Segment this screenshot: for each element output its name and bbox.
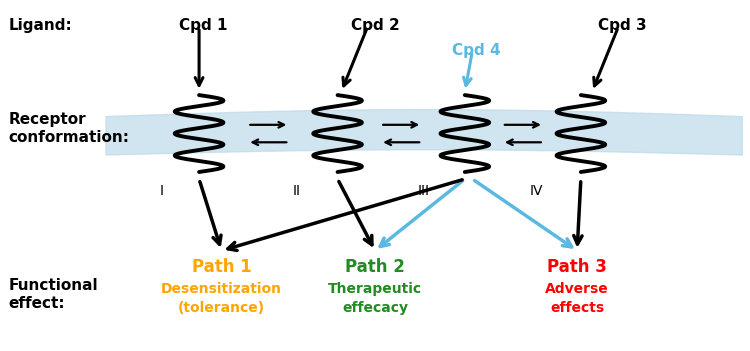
Text: Cpd 2: Cpd 2: [350, 18, 399, 33]
Text: Functional
effect:: Functional effect:: [8, 278, 98, 311]
Text: Therapeutic
effecacy: Therapeutic effecacy: [328, 282, 422, 314]
Text: IV: IV: [530, 184, 543, 198]
Text: Path 2: Path 2: [345, 258, 405, 276]
Text: III: III: [418, 184, 430, 198]
Text: Receptor
conformation:: Receptor conformation:: [8, 112, 129, 145]
Text: Adverse
effects: Adverse effects: [545, 282, 609, 314]
Text: II: II: [292, 184, 301, 198]
Text: Path 3: Path 3: [548, 258, 607, 276]
Text: I: I: [160, 184, 164, 198]
Text: Desensitization
(tolerance): Desensitization (tolerance): [161, 282, 282, 314]
Text: Cpd 1: Cpd 1: [178, 18, 227, 33]
Text: Path 1: Path 1: [192, 258, 251, 276]
Text: Ligand:: Ligand:: [8, 18, 72, 33]
Text: Cpd 4: Cpd 4: [452, 43, 500, 58]
Text: Cpd 3: Cpd 3: [598, 18, 646, 33]
